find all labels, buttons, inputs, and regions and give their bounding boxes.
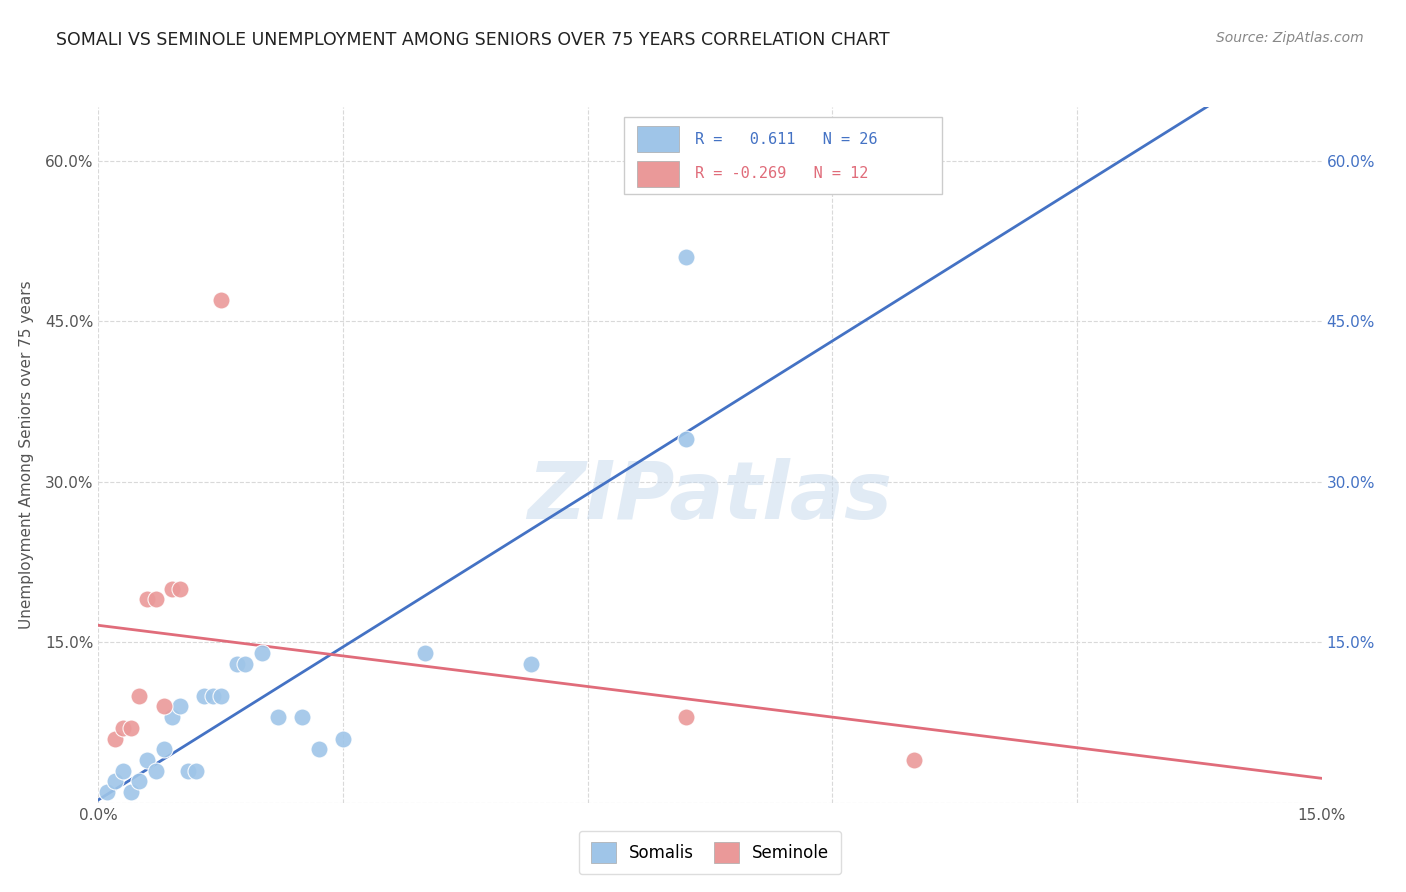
Point — [104, 774, 127, 789]
Point — [186, 764, 208, 778]
Point — [152, 699, 174, 714]
Point — [226, 657, 249, 671]
Point — [177, 764, 200, 778]
Point — [250, 646, 273, 660]
Point — [413, 646, 436, 660]
Point — [152, 742, 174, 756]
Point — [675, 432, 697, 446]
Point — [267, 710, 290, 724]
Point — [675, 710, 697, 724]
Point — [145, 764, 167, 778]
Y-axis label: Unemployment Among Seniors over 75 years: Unemployment Among Seniors over 75 years — [18, 281, 34, 629]
FancyBboxPatch shape — [624, 118, 942, 194]
Point — [209, 293, 232, 307]
Point — [160, 582, 183, 596]
Point — [332, 731, 354, 746]
Point — [169, 699, 191, 714]
Text: R = -0.269   N = 12: R = -0.269 N = 12 — [696, 166, 869, 181]
Point — [128, 774, 150, 789]
Legend: Somalis, Seminole: Somalis, Seminole — [579, 830, 841, 874]
Point — [903, 753, 925, 767]
Point — [291, 710, 314, 724]
Point — [193, 689, 215, 703]
Text: Source: ZipAtlas.com: Source: ZipAtlas.com — [1216, 31, 1364, 45]
FancyBboxPatch shape — [637, 161, 679, 187]
Point — [96, 785, 118, 799]
Text: R =   0.611   N = 26: R = 0.611 N = 26 — [696, 131, 877, 146]
Point — [308, 742, 330, 756]
Point — [209, 689, 232, 703]
Text: ZIPatlas: ZIPatlas — [527, 458, 893, 536]
Point — [104, 731, 127, 746]
Point — [233, 657, 256, 671]
Point — [111, 721, 134, 735]
Point — [675, 250, 697, 264]
Point — [519, 657, 541, 671]
Point — [160, 710, 183, 724]
Text: SOMALI VS SEMINOLE UNEMPLOYMENT AMONG SENIORS OVER 75 YEARS CORRELATION CHART: SOMALI VS SEMINOLE UNEMPLOYMENT AMONG SE… — [56, 31, 890, 49]
Point — [111, 764, 134, 778]
Point — [120, 721, 142, 735]
FancyBboxPatch shape — [637, 126, 679, 153]
Point — [201, 689, 224, 703]
Point — [145, 592, 167, 607]
Point — [120, 785, 142, 799]
Point — [136, 592, 159, 607]
Point — [128, 689, 150, 703]
Point — [136, 753, 159, 767]
Point — [169, 582, 191, 596]
